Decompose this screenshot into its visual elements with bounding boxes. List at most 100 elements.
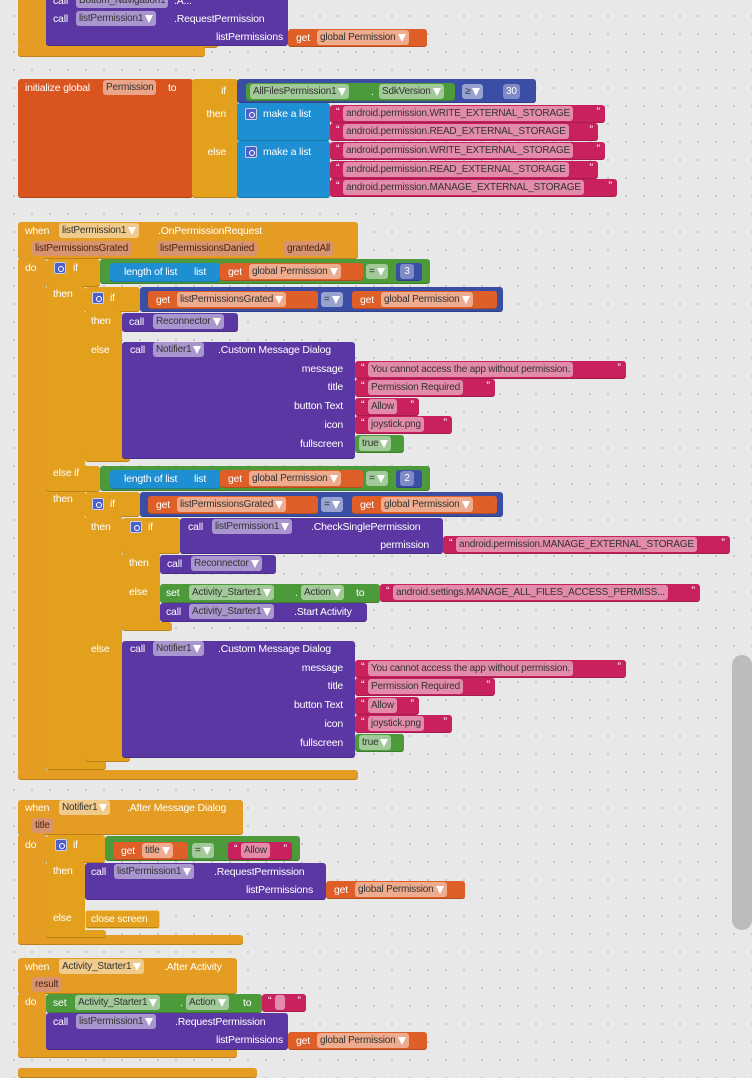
text-field[interactable]: You cannot access the app without permis… xyxy=(368,362,574,377)
dropdown-arrow-icon[interactable] xyxy=(331,500,340,509)
dropdown-arrow-icon[interactable] xyxy=(461,295,470,304)
variable-dropdown[interactable]: title xyxy=(142,843,173,858)
dropdown-arrow-icon[interactable] xyxy=(376,474,385,483)
dropdown-arrow-icon[interactable] xyxy=(99,803,108,812)
component-dropdown[interactable]: listPermission1 xyxy=(212,519,293,534)
variable-dropdown[interactable]: global Permission xyxy=(355,882,447,897)
operator-dropdown[interactable]: = xyxy=(321,497,343,512)
mutator-gear-icon[interactable] xyxy=(92,292,104,304)
operator-dropdown[interactable]: = xyxy=(366,471,388,486)
dropdown-arrow-icon[interactable] xyxy=(435,885,444,894)
component-dropdown[interactable]: Activity_Starter1 xyxy=(75,995,161,1010)
text-block[interactable] xyxy=(228,842,292,860)
request-permission-call-block[interactable] xyxy=(85,863,326,900)
dropdown-arrow-icon[interactable] xyxy=(472,87,481,96)
component-dropdown[interactable]: listPermission1 xyxy=(59,223,140,238)
operator-dropdown[interactable]: = xyxy=(192,843,214,858)
operator-dropdown[interactable]: ≥ xyxy=(462,84,484,99)
component-dropdown[interactable]: listPermission1 xyxy=(114,864,195,879)
number-field[interactable]: 30 xyxy=(503,84,520,99)
component-dropdown[interactable]: Notifier1 xyxy=(153,641,205,656)
text-block[interactable] xyxy=(330,179,617,197)
text-block[interactable] xyxy=(355,660,626,678)
component-dropdown[interactable]: Activity_Starter1 xyxy=(189,604,275,619)
mutator-gear-icon[interactable] xyxy=(92,498,104,510)
text-block[interactable] xyxy=(355,678,495,696)
dropdown-arrow-icon[interactable] xyxy=(331,295,340,304)
text-field[interactable]: android.permission.WRITE_EXTERNAL_STORAG… xyxy=(343,143,573,158)
text-field[interactable]: Allow xyxy=(368,698,397,713)
property-dropdown[interactable]: Action xyxy=(186,995,229,1010)
when-after-message-dialog-block[interactable] xyxy=(18,800,243,835)
dropdown-arrow-icon[interactable] xyxy=(397,1036,406,1045)
get-variable-block[interactable] xyxy=(352,496,497,514)
dropdown-arrow-icon[interactable] xyxy=(133,962,142,971)
text-field[interactable] xyxy=(275,995,285,1010)
boolean-dropdown[interactable]: true xyxy=(359,735,392,750)
procedure-dropdown[interactable]: Reconnector xyxy=(191,556,262,571)
component-dropdown[interactable]: listPermission1 xyxy=(76,11,157,26)
call-reconnector-block[interactable] xyxy=(122,313,238,332)
dropdown-arrow-icon[interactable] xyxy=(281,522,290,531)
text-block[interactable] xyxy=(355,398,419,416)
component-dropdown[interactable]: listPermission1 xyxy=(76,1014,157,1029)
variable-dropdown[interactable]: global Permission xyxy=(317,1033,409,1048)
dropdown-arrow-icon[interactable] xyxy=(212,317,221,326)
text-field[interactable]: Permission Required xyxy=(368,679,464,694)
component-dropdown[interactable]: Activity_Starter1 xyxy=(59,959,145,974)
text-block[interactable] xyxy=(380,584,700,602)
dropdown-arrow-icon[interactable] xyxy=(376,267,385,276)
variable-dropdown[interactable]: global Permission xyxy=(249,264,341,279)
text-field[interactable]: joystick.png xyxy=(368,417,424,432)
dropdown-arrow-icon[interactable] xyxy=(217,998,226,1007)
variable-dropdown[interactable]: listPermissionsGrated xyxy=(177,292,287,307)
text-block[interactable] xyxy=(355,361,626,379)
text-field[interactable]: android.settings.MANAGE_ALL_FILES_ACCESS… xyxy=(393,585,668,600)
variable-dropdown[interactable]: listPermissionsGrated xyxy=(177,497,287,512)
operator-dropdown[interactable]: = xyxy=(366,264,388,279)
text-block[interactable] xyxy=(355,697,419,715)
variable-dropdown[interactable]: global Permission xyxy=(381,292,473,307)
event-param[interactable]: result xyxy=(32,977,62,992)
text-block[interactable] xyxy=(443,536,730,554)
dropdown-arrow-icon[interactable] xyxy=(183,867,192,876)
component-dropdown[interactable]: Notifier1 xyxy=(153,342,205,357)
text-block[interactable] xyxy=(355,416,452,434)
initialize-global-block[interactable] xyxy=(18,79,193,198)
logic-boolean-block[interactable] xyxy=(355,734,404,752)
component-property-block[interactable] xyxy=(246,83,455,101)
dropdown-arrow-icon[interactable] xyxy=(145,14,154,23)
procedure-dropdown[interactable]: Reconnector xyxy=(153,314,224,329)
component-dropdown[interactable]: Bottom_Navigation1 xyxy=(76,0,169,8)
text-field[interactable]: joystick.png xyxy=(368,716,424,731)
dropdown-arrow-icon[interactable] xyxy=(329,267,338,276)
text-field[interactable]: android.permission.READ_EXTERNAL_STORAGE xyxy=(343,124,569,139)
dropdown-arrow-icon[interactable] xyxy=(128,226,137,235)
dropdown-arrow-icon[interactable] xyxy=(250,559,259,568)
inline-if-block[interactable] xyxy=(192,79,238,198)
length-of-list-block[interactable] xyxy=(110,263,220,282)
variable-dropdown[interactable]: global Permission xyxy=(249,471,341,486)
dropdown-arrow-icon[interactable] xyxy=(329,474,338,483)
operator-dropdown[interactable]: = xyxy=(321,292,343,307)
get-variable-block[interactable] xyxy=(220,263,363,281)
mutator-gear-icon[interactable] xyxy=(55,839,67,851)
event-param[interactable]: listPermissionsGrated xyxy=(32,241,132,256)
dropdown-arrow-icon[interactable] xyxy=(193,644,202,653)
property-dropdown[interactable]: Action xyxy=(301,585,344,600)
logic-boolean-block[interactable] xyxy=(355,435,404,453)
event-param[interactable]: title xyxy=(32,818,53,833)
call-reconnector-block[interactable] xyxy=(160,555,276,574)
text-block[interactable] xyxy=(330,142,605,160)
text-field[interactable]: android.permission.READ_EXTERNAL_STORAGE xyxy=(343,162,569,177)
dropdown-arrow-icon[interactable] xyxy=(397,33,406,42)
text-field[interactable]: android.permission.MANAGE_EXTERNAL_STORA… xyxy=(456,537,697,552)
custom-message-dialog-block[interactable] xyxy=(122,641,355,758)
text-field[interactable]: You cannot access the app without permis… xyxy=(368,661,574,676)
number-field[interactable]: 2 xyxy=(400,471,414,486)
text-block[interactable] xyxy=(330,161,598,179)
dropdown-arrow-icon[interactable] xyxy=(202,846,211,855)
number-field[interactable]: 3 xyxy=(400,264,414,279)
dropdown-arrow-icon[interactable] xyxy=(193,345,202,354)
